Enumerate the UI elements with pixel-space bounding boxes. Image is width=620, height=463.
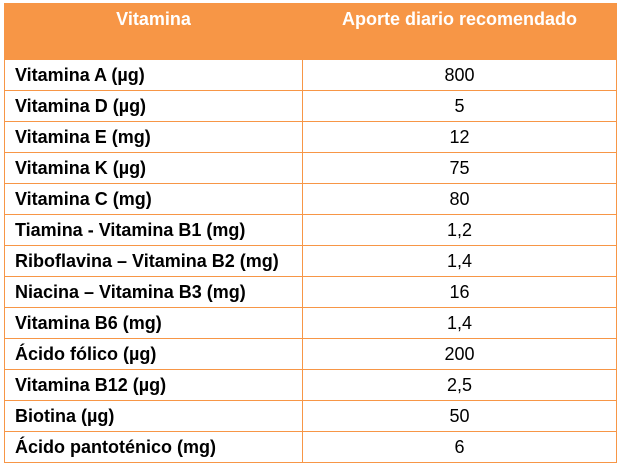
vitamin-value: 800 <box>302 59 617 91</box>
table-row: Riboflavina – Vitamina B2 (mg) 1,4 <box>4 245 617 277</box>
table-header-row: Vitamina Aporte diario recomendado <box>4 3 617 60</box>
vitamin-name: Vitamina B6 (mg) <box>4 307 303 339</box>
vitamin-name: Riboflavina – Vitamina B2 (mg) <box>4 245 303 277</box>
table-row: Biotina (µg) 50 <box>4 400 617 432</box>
table-row: Ácido pantoténico (mg) 6 <box>4 431 617 463</box>
table-row: Vitamina B12 (µg) 2,5 <box>4 369 617 401</box>
vitamin-value: 6 <box>302 431 617 463</box>
vitamin-value: 2,5 <box>302 369 617 401</box>
vitamin-value: 75 <box>302 152 617 184</box>
vitamin-table: Vitamina Aporte diario recomendado Vitam… <box>4 3 617 463</box>
table-row: Niacina – Vitamina B3 (mg) 16 <box>4 276 617 308</box>
vitamin-name: Vitamina K (µg) <box>4 152 303 184</box>
vitamin-value: 5 <box>302 90 617 122</box>
table-row: Ácido fólico (µg) 200 <box>4 338 617 370</box>
vitamin-name: Vitamina E (mg) <box>4 121 303 153</box>
table-row: Vitamina B6 (mg) 1,4 <box>4 307 617 339</box>
vitamin-name: Tiamina - Vitamina B1 (mg) <box>4 214 303 246</box>
vitamin-name: Ácido fólico (µg) <box>4 338 303 370</box>
vitamin-value: 12 <box>302 121 617 153</box>
table-row: Vitamina K (µg) 75 <box>4 152 617 184</box>
vitamin-value: 1,2 <box>302 214 617 246</box>
vitamin-name: Vitamina D (µg) <box>4 90 303 122</box>
vitamin-name: Vitamina C (mg) <box>4 183 303 215</box>
table-row: Vitamina C (mg) 80 <box>4 183 617 215</box>
vitamin-table-container: Vitamina Aporte diario recomendado Vitam… <box>4 3 617 463</box>
header-aporte-diario: Aporte diario recomendado <box>302 3 617 60</box>
vitamin-value: 200 <box>302 338 617 370</box>
vitamin-name: Vitamina B12 (µg) <box>4 369 303 401</box>
vitamin-name: Niacina – Vitamina B3 (mg) <box>4 276 303 308</box>
vitamin-name: Biotina (µg) <box>4 400 303 432</box>
vitamin-name: Vitamina A (µg) <box>4 59 303 91</box>
vitamin-value: 80 <box>302 183 617 215</box>
vitamin-name: Ácido pantoténico (mg) <box>4 431 303 463</box>
table-row: Tiamina - Vitamina B1 (mg) 1,2 <box>4 214 617 246</box>
header-vitamina: Vitamina <box>4 3 303 60</box>
table-row: Vitamina A (µg) 800 <box>4 59 617 91</box>
vitamin-value: 50 <box>302 400 617 432</box>
vitamin-value: 1,4 <box>302 245 617 277</box>
table-row: Vitamina E (mg) 12 <box>4 121 617 153</box>
table-row: Vitamina D (µg) 5 <box>4 90 617 122</box>
vitamin-value: 1,4 <box>302 307 617 339</box>
vitamin-value: 16 <box>302 276 617 308</box>
